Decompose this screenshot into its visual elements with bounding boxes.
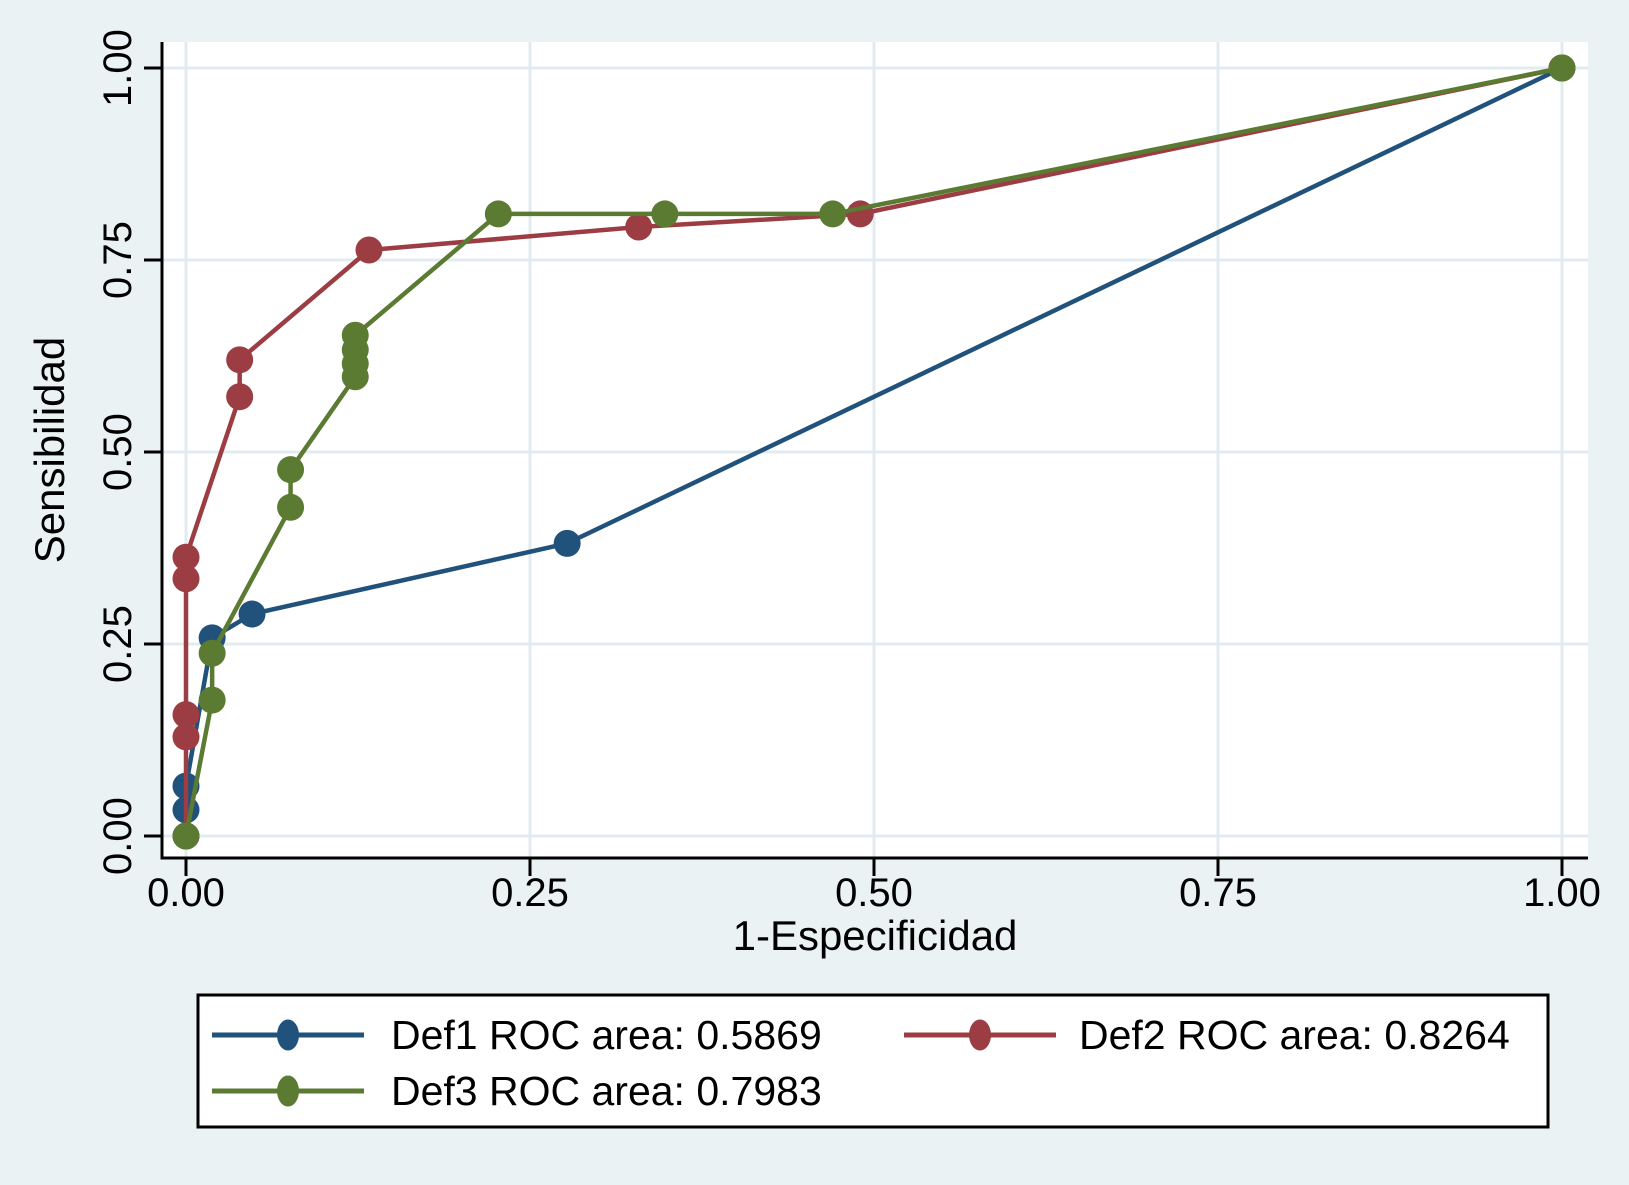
data-point-def2 <box>355 236 383 264</box>
x-tick-label: 0.75 <box>1179 871 1257 915</box>
legend-marker-def3 <box>277 1075 299 1107</box>
legend-entry-def2: Def2 ROC area: 0.8264 <box>904 1012 1510 1058</box>
data-point-def2 <box>172 565 200 593</box>
legend-label-def3: Def3 ROC area: 0.7983 <box>391 1068 822 1114</box>
legend-box <box>196 993 1550 1129</box>
data-point-def3 <box>341 321 369 349</box>
x-axis-title: 1-Especificidad <box>733 912 1018 959</box>
legend-marker-def2 <box>969 1019 991 1051</box>
data-point-def3 <box>651 200 679 228</box>
legend: Def1 ROC area: 0.5869 Def2 ROC area: 0.82… <box>196 993 1550 1129</box>
x-tick-label: 0.25 <box>491 871 569 915</box>
data-point-def3 <box>484 200 512 228</box>
x-axis-ticks: 0.00 0.25 0.50 0.75 1.00 <box>147 858 1601 915</box>
data-point-def3 <box>198 639 226 667</box>
data-point-def2 <box>172 543 200 571</box>
gridlines <box>162 42 1588 858</box>
legend-marker-def1 <box>277 1019 299 1051</box>
data-point-def3 <box>277 456 305 484</box>
y-tick-label: 1.00 <box>96 29 140 107</box>
data-point-def3 <box>172 822 200 850</box>
data-point-def3 <box>277 493 305 521</box>
series-lines <box>172 54 1576 850</box>
legend-label-def1: Def1 ROC area: 0.5869 <box>391 1012 822 1058</box>
x-tick-label: 0.00 <box>147 871 225 915</box>
x-tick-label: 0.50 <box>835 871 913 915</box>
data-point-def2 <box>226 346 254 374</box>
data-point-def2 <box>172 701 200 729</box>
y-tick-label: 0.75 <box>96 221 140 299</box>
y-tick-label: 0.50 <box>96 413 140 491</box>
legend-entry-def1: Def1 ROC area: 0.5869 <box>212 1012 822 1058</box>
y-tick-label: 0.00 <box>96 797 140 875</box>
roc-curve-def3 <box>172 54 1576 850</box>
y-tick-label: 0.25 <box>96 605 140 683</box>
data-point-def1 <box>553 529 581 557</box>
legend-entry-def3: Def3 ROC area: 0.7983 <box>212 1068 822 1114</box>
data-point-def2 <box>226 383 254 411</box>
legend-entries: Def1 ROC area: 0.5869 Def2 ROC area: 0.82… <box>212 1012 1510 1114</box>
legend-label-def2: Def2 ROC area: 0.8264 <box>1079 1012 1510 1058</box>
data-point-def2 <box>172 723 200 751</box>
data-point-def1 <box>238 600 266 628</box>
y-axis-ticks: 0.00 0.25 0.50 0.75 1.00 <box>96 29 162 875</box>
x-tick-label: 1.00 <box>1523 871 1601 915</box>
data-point-def3 <box>1548 54 1576 82</box>
y-axis-title: Sensibilidad <box>26 337 73 564</box>
data-point-def3 <box>198 686 226 714</box>
data-point-def3 <box>819 200 847 228</box>
data-point-def2 <box>625 213 653 241</box>
